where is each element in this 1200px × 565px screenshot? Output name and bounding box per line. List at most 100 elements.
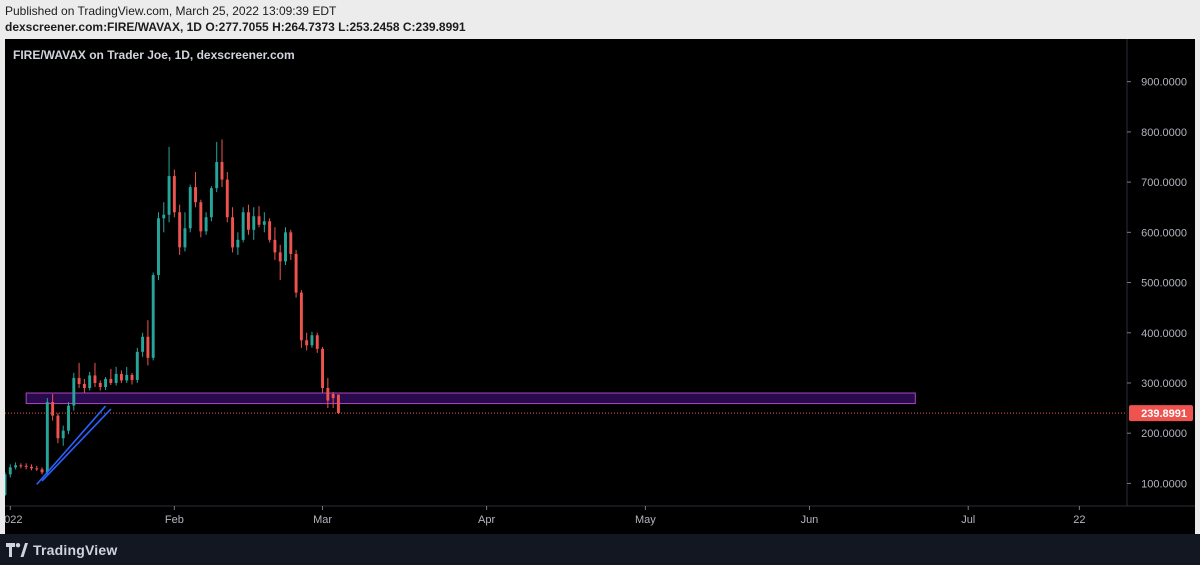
candle-body[interactable] bbox=[119, 373, 123, 381]
candle-body[interactable] bbox=[14, 465, 18, 468]
candle-body[interactable] bbox=[45, 402, 49, 473]
candle-body[interactable] bbox=[56, 415, 60, 439]
candle-body[interactable] bbox=[268, 221, 272, 240]
candle-body[interactable] bbox=[183, 228, 187, 248]
trendline[interactable] bbox=[41, 408, 112, 482]
candle-body[interactable] bbox=[273, 239, 277, 253]
y-tick-label: 500.0000 bbox=[1141, 278, 1187, 290]
candle-body[interactable] bbox=[77, 377, 81, 384]
y-tick-label: 400.0000 bbox=[1141, 328, 1187, 340]
candle-body[interactable] bbox=[61, 430, 65, 439]
x-tick-label: Feb bbox=[165, 514, 184, 526]
candle-body[interactable] bbox=[19, 465, 23, 467]
candle-body[interactable] bbox=[262, 221, 266, 225]
candle-body[interactable] bbox=[162, 214, 166, 219]
chart-background bbox=[5, 39, 1195, 534]
candle-body[interactable] bbox=[278, 252, 282, 262]
chart-title: FIRE/WAVAX on Trader Joe, 1D, dexscreene… bbox=[13, 48, 295, 62]
candle-body[interactable] bbox=[114, 373, 118, 383]
support-zone[interactable] bbox=[25, 392, 916, 405]
candle-body[interactable] bbox=[88, 375, 92, 388]
candle-body[interactable] bbox=[289, 232, 293, 254]
candle-body[interactable] bbox=[204, 217, 208, 232]
ohlc-close: 239.8991 bbox=[415, 20, 466, 34]
chart-panel[interactable]: FIRE/WAVAX on Trader Joe, 1D, dexscreene… bbox=[5, 39, 1195, 534]
ohlc-open: 277.7055 bbox=[218, 20, 269, 34]
candle-body[interactable] bbox=[51, 402, 55, 416]
candle-body[interactable] bbox=[135, 351, 139, 380]
x-tick-label: Jun bbox=[801, 514, 819, 526]
candle-body[interactable] bbox=[40, 469, 44, 473]
candle-body[interactable] bbox=[24, 465, 28, 467]
candle-body[interactable] bbox=[172, 176, 176, 213]
candle-body[interactable] bbox=[326, 387, 330, 401]
y-tick-label: 600.0000 bbox=[1141, 227, 1187, 239]
symbol-name: dexscreener.com:FIRE/WAVAX, 1D bbox=[5, 20, 202, 34]
candle-body[interactable] bbox=[231, 217, 235, 248]
candle-body[interactable] bbox=[209, 188, 213, 218]
publish-info: Published on TradingView.com, March 25, … bbox=[5, 4, 337, 18]
candle-body[interactable] bbox=[5, 474, 7, 495]
candle-body[interactable] bbox=[199, 202, 203, 232]
candle-body[interactable] bbox=[252, 216, 256, 230]
tradingview-logo[interactable]: TradingView bbox=[6, 540, 117, 560]
candle-body[interactable] bbox=[67, 405, 70, 431]
last-price-badge bbox=[1129, 405, 1193, 422]
x-tick-label: Apr bbox=[478, 514, 495, 526]
price-chart[interactable]: FIRE/WAVAX on Trader Joe, 1D, dexscreene… bbox=[5, 39, 1195, 534]
ohlc-high-label: H: bbox=[272, 20, 285, 34]
publish-header: Published on TradingView.com, March 25, … bbox=[0, 0, 1200, 39]
candle-body[interactable] bbox=[236, 239, 240, 248]
candle-body[interactable] bbox=[104, 378, 108, 387]
candle-body[interactable] bbox=[125, 374, 129, 381]
candle-body[interactable] bbox=[305, 340, 309, 346]
ohlc-low-label: L: bbox=[338, 20, 350, 34]
y-tick-label: 100.0000 bbox=[1141, 478, 1187, 490]
candle-body[interactable] bbox=[98, 382, 102, 387]
candle-body[interactable] bbox=[82, 383, 86, 388]
candle-body[interactable] bbox=[315, 335, 319, 349]
candle-body[interactable] bbox=[178, 212, 182, 248]
y-tick-label: 700.0000 bbox=[1141, 177, 1187, 189]
y-tick-label: 900.0000 bbox=[1141, 77, 1187, 89]
candle-body[interactable] bbox=[141, 336, 145, 352]
candle-body[interactable] bbox=[336, 394, 340, 414]
y-tick-label: 800.0000 bbox=[1141, 127, 1187, 139]
candle-body[interactable] bbox=[30, 466, 33, 469]
candle-body[interactable] bbox=[151, 275, 155, 358]
candle-body[interactable] bbox=[321, 348, 325, 388]
trendline[interactable] bbox=[36, 405, 107, 485]
candle-body[interactable] bbox=[284, 232, 287, 262]
candle-body[interactable] bbox=[257, 216, 261, 225]
candle-body[interactable] bbox=[8, 467, 12, 475]
candle-body[interactable] bbox=[130, 374, 134, 380]
candle-body[interactable] bbox=[294, 253, 298, 293]
candle-body[interactable] bbox=[93, 375, 97, 383]
candle-body[interactable] bbox=[331, 394, 335, 399]
candle-body[interactable] bbox=[310, 335, 314, 346]
candle-body[interactable] bbox=[109, 378, 113, 383]
candle-body[interactable] bbox=[299, 292, 303, 341]
candle-body[interactable] bbox=[194, 187, 197, 203]
ohlc-low: 253.2458 bbox=[349, 20, 400, 34]
candle-body[interactable] bbox=[146, 336, 150, 358]
x-tick-label: May bbox=[635, 514, 656, 526]
candle-body[interactable] bbox=[72, 377, 76, 406]
ohlc-high: 264.7373 bbox=[284, 20, 335, 34]
footer-brand: TradingView bbox=[33, 542, 118, 558]
ohlc-close-label: C: bbox=[402, 20, 416, 34]
candle-body[interactable] bbox=[246, 212, 250, 230]
candle-body[interactable] bbox=[188, 187, 192, 229]
candle-body[interactable] bbox=[157, 218, 160, 276]
candle-body[interactable] bbox=[225, 179, 229, 218]
y-tick-label: 300.0000 bbox=[1141, 378, 1187, 390]
x-tick-label: 2022 bbox=[5, 514, 23, 526]
footer-bar: TradingView bbox=[0, 534, 1200, 565]
candle-body[interactable] bbox=[241, 212, 245, 240]
candle-body[interactable] bbox=[35, 468, 39, 470]
candle-body[interactable] bbox=[220, 162, 224, 180]
candle-body[interactable] bbox=[167, 176, 171, 215]
x-tick-label: Mar bbox=[313, 514, 332, 526]
candle-body[interactable] bbox=[215, 162, 219, 189]
symbol-ohlc-line: dexscreener.com:FIRE/WAVAX, 1D O:277.705… bbox=[5, 20, 466, 34]
